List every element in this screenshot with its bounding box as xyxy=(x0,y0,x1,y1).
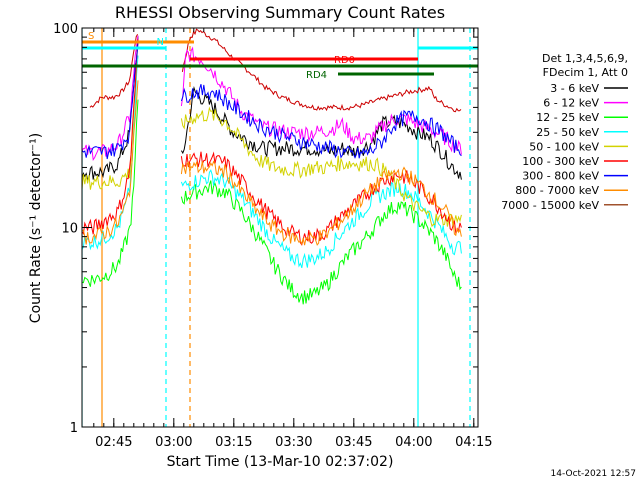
y-tick-label: 1 xyxy=(70,421,78,436)
x-tick-label: 03:30 xyxy=(275,435,312,450)
legend-label: 100 - 300 keV xyxy=(522,155,599,168)
flag-label-0: S xyxy=(88,31,94,42)
timestamp-label: 14-Oct-2021 12:57 xyxy=(551,469,636,479)
series-line-0 xyxy=(82,35,462,181)
y-tick-label: 10 xyxy=(61,222,78,237)
x-tick-label: 03:15 xyxy=(215,435,252,450)
x-axis-label: Start Time (13-Mar-10 02:37:02) xyxy=(167,454,394,470)
x-tick-label: 04:00 xyxy=(395,435,432,450)
x-tick-label: 04:15 xyxy=(455,435,492,450)
legend-label: 50 - 100 keV xyxy=(529,140,599,153)
plot-area: S N RD0 RD4 xyxy=(82,28,478,427)
flag-label-3: RD0 xyxy=(334,55,355,66)
legend-label: 7000 - 15000 keV xyxy=(501,199,599,212)
y-tick-label: 100 xyxy=(53,22,78,37)
series-line-2 xyxy=(82,99,462,305)
series-line-6 xyxy=(82,42,462,160)
series-line-3 xyxy=(82,55,462,269)
legend-header: Det 1,3,4,5,6,9, xyxy=(542,52,628,65)
x-tick-label: 02:45 xyxy=(95,435,132,450)
flag-label-1: N xyxy=(157,37,164,48)
legend-label: 800 - 7000 keV xyxy=(515,184,599,197)
legend-header: FDecim 1, Att 0 xyxy=(543,66,628,79)
x-tick-label: 03:45 xyxy=(335,435,372,450)
legend-label: 12 - 25 keV xyxy=(536,111,599,124)
series-line-1 xyxy=(82,35,462,161)
y-axis: 1 10 100 xyxy=(53,22,478,436)
flag-label-5: RD4 xyxy=(306,70,327,81)
legend-label: 3 - 6 keV xyxy=(550,82,599,95)
legend-label: 25 - 50 keV xyxy=(536,126,599,139)
plot-contents: S N RD0 RD4 xyxy=(82,28,478,427)
legend: Det 1,3,4,5,6,9,FDecim 1, Att 0 3 - 6 keV… xyxy=(501,52,628,212)
background-curve xyxy=(89,28,462,113)
legend-label: 300 - 800 keV xyxy=(522,170,599,183)
chart-title: RHESSI Observing Summary Count Rates xyxy=(115,3,445,22)
legend-label: 6 - 12 keV xyxy=(543,97,599,110)
x-tick-label: 03:00 xyxy=(155,435,192,450)
series-line-5 xyxy=(82,39,462,246)
series-line-7 xyxy=(82,80,462,246)
x-axis: 02:45 03:00 03:15 03:30 03:45 04:00 04:15 xyxy=(93,28,493,450)
y-axis-label: Count Rate (s⁻¹ detector⁻¹) xyxy=(28,133,44,323)
